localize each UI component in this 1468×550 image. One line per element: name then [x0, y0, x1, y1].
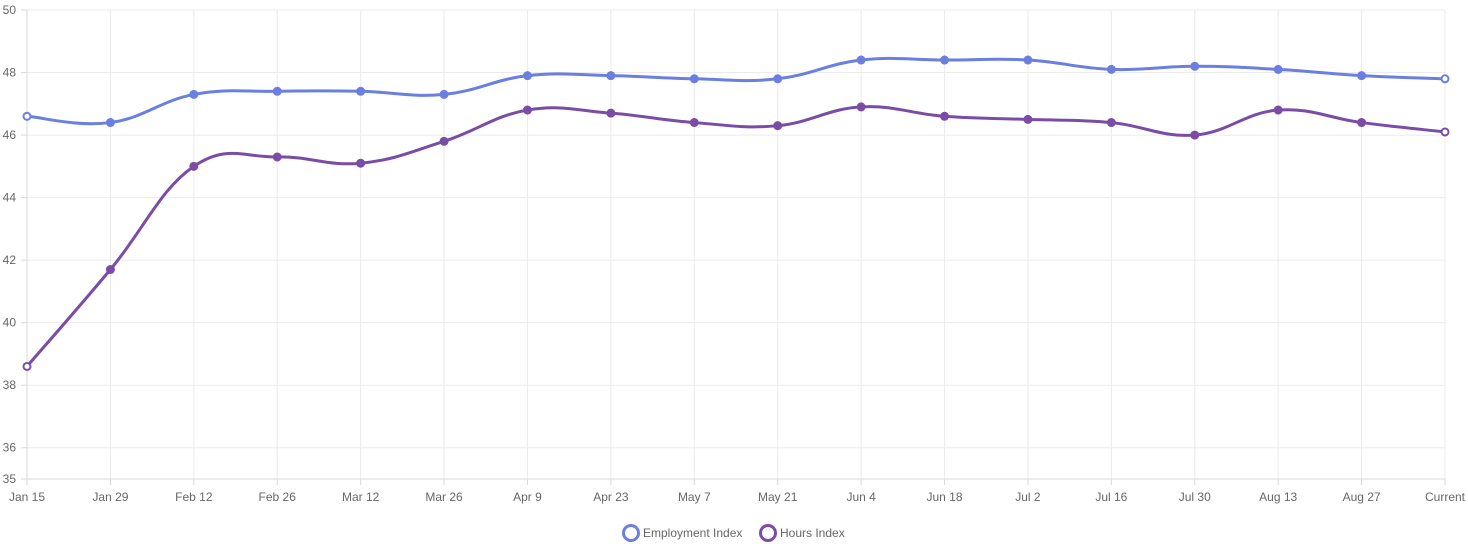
data-point: [272, 152, 282, 162]
y-tick-label: 48: [3, 66, 17, 80]
data-point: [606, 71, 616, 81]
y-tick-label: 42: [3, 253, 17, 267]
data-point: [1273, 105, 1283, 115]
x-tick-label: Jul 16: [1095, 490, 1127, 504]
data-point: [522, 71, 532, 81]
x-tick-label: Jun 4: [846, 490, 876, 504]
x-tick-label: Aug 13: [1259, 490, 1297, 504]
x-tick-label: Apr 23: [593, 490, 629, 504]
legend-marker: [622, 524, 640, 542]
data-points: [22, 55, 1450, 371]
data-point: [940, 111, 950, 121]
data-point: [439, 136, 449, 146]
x-tick-label: Jul 2: [1015, 490, 1041, 504]
x-tick-label: Mar 12: [342, 490, 380, 504]
data-point: [1357, 71, 1367, 81]
legend-label: Employment Index: [643, 526, 742, 540]
x-tick-label: Aug 27: [1343, 490, 1381, 504]
data-point: [1440, 127, 1450, 137]
data-point: [105, 265, 115, 275]
data-point: [105, 118, 115, 128]
x-tick-label: Jul 30: [1179, 490, 1211, 504]
data-point: [1106, 118, 1116, 128]
data-point: [689, 118, 699, 128]
data-point: [606, 108, 616, 118]
data-point: [272, 86, 282, 96]
y-tick-label: 38: [3, 378, 17, 392]
y-tick-label: 40: [3, 316, 17, 330]
legend-marker: [759, 524, 777, 542]
y-tick-label: 35: [3, 472, 17, 486]
data-point: [1023, 55, 1033, 65]
data-point: [856, 55, 866, 65]
data-point: [1190, 61, 1200, 71]
x-tick-label: Jan 15: [9, 490, 45, 504]
data-point: [189, 89, 199, 99]
data-point: [22, 361, 32, 371]
data-point: [940, 55, 950, 65]
y-tick-label: 36: [3, 441, 17, 455]
series-line-employment-index: [26, 56, 1446, 126]
x-tick-label: Jan 29: [92, 490, 128, 504]
y-tick-label: 50: [3, 3, 17, 17]
axes: 35 36 38 40 42 44 46 48 50 Jan 15 Jan 29 Feb 12 Feb …: [3, 3, 1466, 504]
series-lines: [25, 56, 1446, 368]
x-tick-label: Jun 18: [927, 490, 963, 504]
data-point: [356, 86, 366, 96]
data-point: [22, 111, 32, 121]
data-point: [522, 105, 532, 115]
data-point: [1440, 74, 1450, 84]
data-point: [773, 74, 783, 84]
x-tick-label: Mar 26: [425, 490, 463, 504]
data-point: [773, 121, 783, 131]
data-point: [1106, 64, 1116, 74]
x-tick-label: May 7: [678, 490, 711, 504]
data-point: [189, 161, 199, 171]
y-tick-label: 44: [3, 191, 17, 205]
x-tick-label: Feb 26: [259, 490, 297, 504]
data-point: [1273, 64, 1283, 74]
legend-label: Hours Index: [780, 526, 845, 540]
legend: Employment Index Hours Index: [622, 524, 845, 542]
x-tick-label: Feb 12: [175, 490, 213, 504]
data-point: [689, 74, 699, 84]
grid-lines: [26, 9, 1446, 480]
y-tick-label: 46: [3, 128, 17, 142]
data-point: [1023, 114, 1033, 124]
x-tick-label: Apr 9: [513, 490, 542, 504]
x-tick-label: May 21: [758, 490, 798, 504]
data-point: [439, 89, 449, 99]
data-point: [1357, 118, 1367, 128]
data-point: [856, 102, 866, 112]
data-point: [1190, 130, 1200, 140]
series-line-hours-index: [25, 105, 1446, 368]
x-tick-label: Current: [1425, 490, 1466, 504]
data-point: [356, 158, 366, 168]
